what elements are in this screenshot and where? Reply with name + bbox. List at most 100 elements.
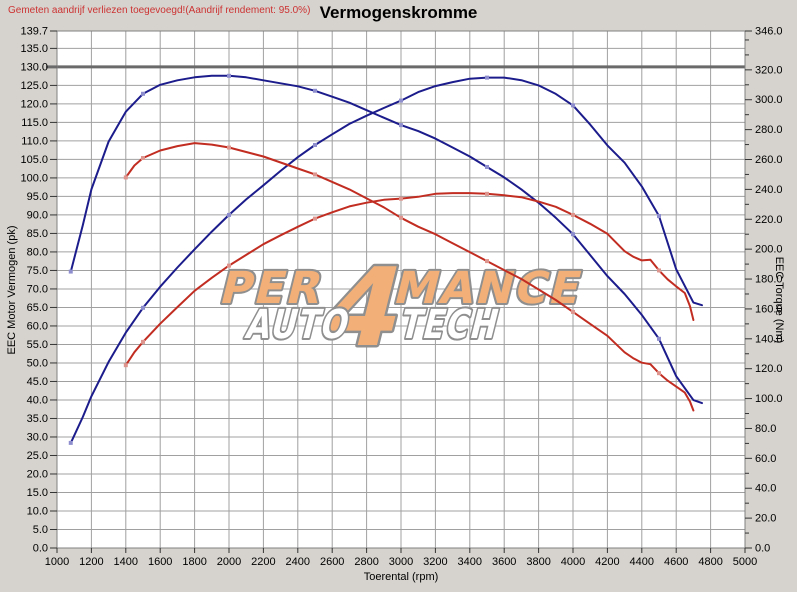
left-tick-label: 45.0 [27, 376, 48, 388]
left-tick-label: 60.0 [27, 320, 48, 332]
curve-marker-red-power-pk [485, 191, 489, 196]
bottom-axis-title: Toerental (rpm) [363, 571, 439, 583]
right-tick-label: 120.0 [755, 363, 783, 375]
left-tick-label: 65.0 [27, 302, 48, 314]
left-axis-title: EEC Motor Vermogen (pk) [6, 225, 18, 355]
curve-marker-red-power-pk [571, 212, 575, 217]
curve-marker-blue-power-pk [227, 212, 231, 217]
curve-marker-blue-power-pk [313, 142, 317, 147]
left-tick-label: 110.0 [21, 135, 48, 147]
left-tick-label: 90.0 [27, 209, 48, 221]
bottom-tick-label: 3800 [526, 556, 550, 568]
curve-marker-blue-power-pk [141, 305, 145, 310]
curve-marker-blue-torque-nm [68, 269, 73, 274]
left-tick-label: 130.0 [20, 61, 48, 73]
right-tick-label: 40.0 [755, 483, 776, 495]
right-axis-title: EEC Torque (Nm) [773, 256, 785, 344]
gridline-layer [57, 31, 745, 548]
curve-marker-blue-power-pk [657, 214, 661, 219]
watermark-line2-left: AUTO [242, 301, 356, 348]
curve-marker-blue-torque-nm [485, 164, 489, 169]
right-tick-label: 140.0 [755, 333, 783, 345]
bottom-tick-label: 2200 [251, 556, 275, 568]
curve-marker-red-torque-nm [399, 215, 403, 220]
bottom-tick-label: 1600 [148, 556, 172, 568]
bottom-tick-label: 3200 [423, 556, 447, 568]
left-tick-label: 10.0 [27, 505, 48, 517]
left-tick-label: 105.0 [20, 154, 48, 166]
bottom-tick-label: 2400 [286, 556, 310, 568]
curve-marker-red-power-pk [657, 268, 661, 273]
curve-marker-red-power-pk [399, 196, 403, 201]
right-tick-label: 200.0 [755, 244, 783, 256]
curve-marker-red-torque-nm [571, 309, 575, 314]
left-tick-label: 120.0 [20, 98, 48, 110]
right-tick-label: 20.0 [755, 513, 776, 525]
right-tick-label: 320.0 [755, 64, 783, 76]
curve-marker-red-power-pk [227, 263, 231, 268]
left-tick-label: 5.0 [33, 524, 48, 536]
left-tick-label: 20.0 [27, 468, 48, 480]
right-tick-label: 60.0 [755, 453, 776, 465]
bottom-tick-label: 2000 [217, 556, 241, 568]
curve-marker-blue-torque-nm [141, 91, 145, 96]
curve-marker-red-power-pk [313, 216, 317, 221]
page-title: Vermogenskromme [319, 3, 478, 22]
left-tick-label: 25.0 [27, 450, 48, 462]
curve-marker-blue-power-pk [68, 440, 73, 445]
right-tick-label: 0.0 [755, 543, 770, 555]
bottom-tick-label: 3600 [492, 556, 516, 568]
left-tick-label: 115.0 [21, 117, 48, 129]
drivetrain-loss-warning: Gemeten aandrijf verliezen toegevoegd!(A… [8, 5, 311, 16]
watermark-word-start: PER [215, 263, 330, 314]
bottom-tick-label: 1000 [45, 556, 69, 568]
curve-marker-blue-torque-nm [571, 232, 575, 237]
bottom-tick-label: 2800 [354, 556, 378, 568]
curve-marker-red-torque-nm [313, 172, 317, 177]
bottom-tick-label: 4000 [561, 556, 585, 568]
curve-red-power-pk [124, 192, 695, 367]
right-tick-label: 160.0 [755, 303, 783, 315]
bottom-tick-label: 2600 [320, 556, 344, 568]
curve-red-torque-nm [124, 142, 695, 412]
left-tick-label: 80.0 [27, 246, 48, 258]
curve-marker-blue-power-pk [485, 75, 489, 80]
bottom-tick-label: 1400 [114, 556, 138, 568]
curve-marker-blue-torque-nm [657, 336, 661, 341]
right-tick-label: 280.0 [755, 124, 783, 136]
left-tick-label: 30.0 [27, 431, 48, 443]
curve-marker-blue-power-pk [399, 98, 403, 103]
tick-layer [46, 30, 752, 553]
left-tick-label: 95.0 [27, 191, 48, 203]
bottom-tick-label: 1800 [182, 556, 206, 568]
left-tick-label: 35.0 [27, 413, 48, 425]
left-tick-label: 125.0 [20, 80, 48, 92]
bottom-tick-label: 4800 [698, 556, 722, 568]
tick-label-layer: 139.7 135.0 130.0 125.0 120.0 115.0 110.0 105.0… [20, 26, 782, 569]
right-tick-label: 260.0 [755, 154, 783, 166]
curve-marker-red-power-pk [123, 363, 128, 368]
bottom-tick-label: 4400 [630, 556, 654, 568]
left-tick-label: 15.0 [27, 487, 48, 499]
right-tick-label: 300.0 [755, 94, 783, 106]
right-tick-label: 100.0 [755, 393, 783, 405]
bottom-tick-label: 3000 [389, 556, 413, 568]
left-tick-label: 70.0 [27, 283, 48, 295]
bottom-tick-label: 5000 [733, 556, 757, 568]
left-tick-label: 100.0 [20, 172, 48, 184]
right-tick-label: 240.0 [755, 184, 783, 196]
bottom-tick-label: 3400 [458, 556, 482, 568]
left-tick-label: 40.0 [27, 394, 48, 406]
curve-layer [68, 73, 703, 445]
right-tick-label: 346.0 [755, 26, 783, 38]
bottom-tick-label: 4200 [595, 556, 619, 568]
watermark-line2-right: TECH [396, 301, 506, 348]
left-tick-label: 55.0 [27, 339, 48, 351]
left-tick-label: 135.0 [20, 43, 48, 55]
right-tick-label: 180.0 [755, 274, 783, 286]
left-tick-label: 85.0 [27, 228, 48, 240]
curve-blue-power-pk [69, 76, 703, 444]
curve-marker-red-torque-nm [657, 371, 661, 376]
